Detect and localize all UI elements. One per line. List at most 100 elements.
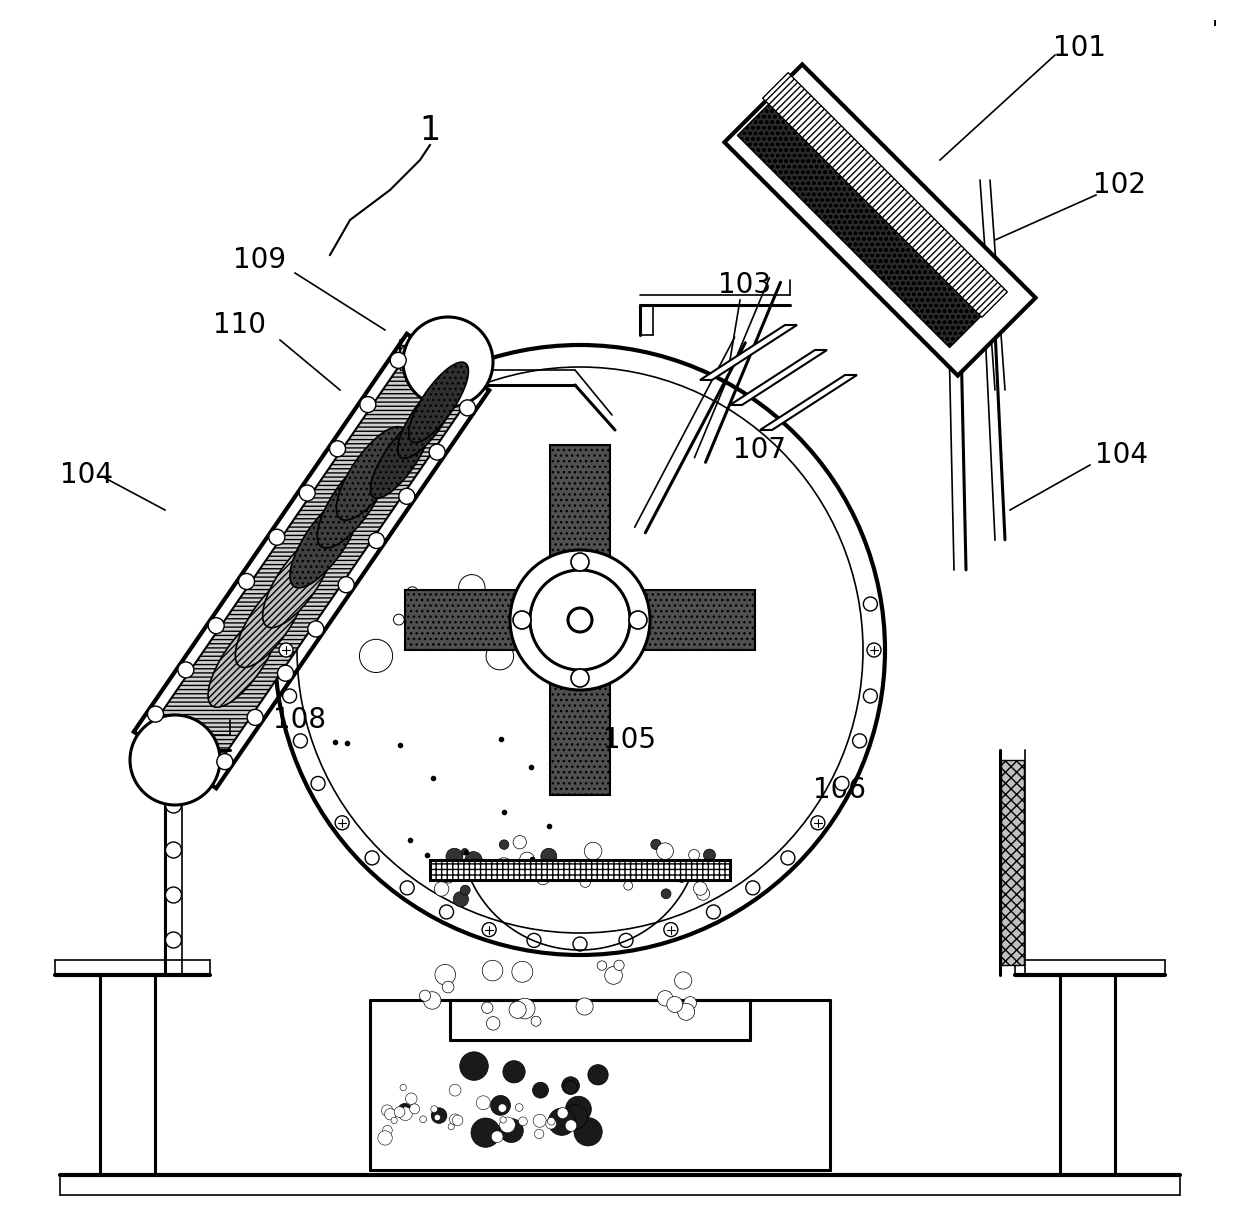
Circle shape	[439, 905, 454, 919]
Text: 104: 104	[1095, 441, 1148, 469]
Polygon shape	[1001, 760, 1024, 966]
Circle shape	[247, 709, 263, 726]
Circle shape	[614, 961, 624, 970]
Circle shape	[449, 1114, 460, 1125]
Circle shape	[657, 991, 673, 1006]
Circle shape	[513, 610, 531, 629]
Circle shape	[546, 1119, 557, 1130]
Circle shape	[527, 934, 541, 947]
Circle shape	[570, 553, 589, 572]
Ellipse shape	[208, 614, 279, 708]
Ellipse shape	[398, 378, 458, 458]
Circle shape	[434, 882, 449, 896]
Circle shape	[583, 862, 589, 868]
Circle shape	[311, 777, 325, 790]
Circle shape	[391, 353, 407, 368]
Circle shape	[503, 1060, 526, 1083]
Circle shape	[703, 849, 715, 861]
Circle shape	[707, 905, 720, 919]
Circle shape	[460, 1052, 489, 1080]
Polygon shape	[551, 630, 610, 795]
Circle shape	[407, 587, 418, 598]
Circle shape	[177, 662, 193, 677]
Circle shape	[238, 574, 254, 590]
Circle shape	[598, 961, 606, 970]
Circle shape	[283, 689, 296, 703]
Circle shape	[496, 857, 512, 873]
Circle shape	[584, 843, 601, 860]
Text: 105: 105	[604, 726, 656, 754]
Circle shape	[405, 1093, 417, 1104]
Circle shape	[580, 877, 590, 888]
Polygon shape	[590, 590, 755, 651]
Circle shape	[693, 882, 707, 895]
Circle shape	[491, 1096, 511, 1115]
Circle shape	[217, 754, 233, 770]
Circle shape	[299, 485, 315, 501]
Circle shape	[587, 582, 603, 599]
Ellipse shape	[290, 495, 361, 587]
Circle shape	[697, 888, 709, 900]
Circle shape	[429, 444, 445, 460]
Circle shape	[454, 891, 469, 907]
Circle shape	[525, 636, 539, 651]
Circle shape	[541, 849, 557, 865]
Polygon shape	[763, 73, 1007, 317]
Circle shape	[448, 1124, 454, 1130]
Circle shape	[446, 849, 463, 865]
Circle shape	[165, 751, 181, 769]
Circle shape	[745, 880, 760, 895]
Circle shape	[461, 612, 482, 632]
Circle shape	[465, 851, 482, 869]
Circle shape	[565, 1120, 577, 1131]
Text: ': '	[1211, 19, 1218, 40]
Circle shape	[130, 715, 219, 805]
Circle shape	[471, 861, 490, 878]
Polygon shape	[760, 375, 857, 430]
Circle shape	[398, 1107, 412, 1121]
Text: 108: 108	[274, 706, 326, 734]
Circle shape	[460, 885, 470, 895]
Text: 110: 110	[213, 311, 267, 339]
Circle shape	[482, 923, 496, 936]
Circle shape	[624, 882, 632, 890]
Circle shape	[629, 610, 647, 629]
Circle shape	[563, 1105, 588, 1128]
Circle shape	[548, 1118, 556, 1125]
Circle shape	[278, 665, 294, 681]
Ellipse shape	[409, 362, 469, 443]
Circle shape	[531, 1017, 541, 1026]
Circle shape	[432, 1108, 446, 1124]
Circle shape	[393, 614, 404, 625]
Circle shape	[683, 997, 697, 1009]
Circle shape	[283, 597, 296, 610]
Circle shape	[279, 643, 293, 657]
Circle shape	[384, 1109, 396, 1120]
Circle shape	[419, 990, 430, 1001]
Bar	[430, 860, 730, 880]
Circle shape	[208, 618, 224, 634]
Circle shape	[515, 998, 534, 1019]
Circle shape	[398, 1103, 412, 1118]
Circle shape	[684, 865, 692, 872]
Circle shape	[515, 868, 522, 877]
Circle shape	[148, 706, 164, 722]
Circle shape	[403, 317, 494, 407]
Circle shape	[574, 572, 599, 596]
Circle shape	[378, 1131, 392, 1145]
Circle shape	[518, 1118, 527, 1126]
Circle shape	[657, 843, 673, 860]
Text: 106: 106	[813, 776, 867, 804]
Circle shape	[409, 1104, 419, 1114]
Circle shape	[512, 962, 533, 983]
Circle shape	[445, 624, 463, 642]
Circle shape	[588, 1065, 608, 1085]
Circle shape	[165, 796, 181, 814]
Polygon shape	[730, 350, 827, 405]
Circle shape	[562, 1076, 579, 1094]
Circle shape	[563, 1081, 577, 1094]
Circle shape	[500, 1116, 506, 1124]
Circle shape	[661, 889, 671, 899]
Circle shape	[482, 961, 503, 981]
Polygon shape	[551, 445, 610, 610]
